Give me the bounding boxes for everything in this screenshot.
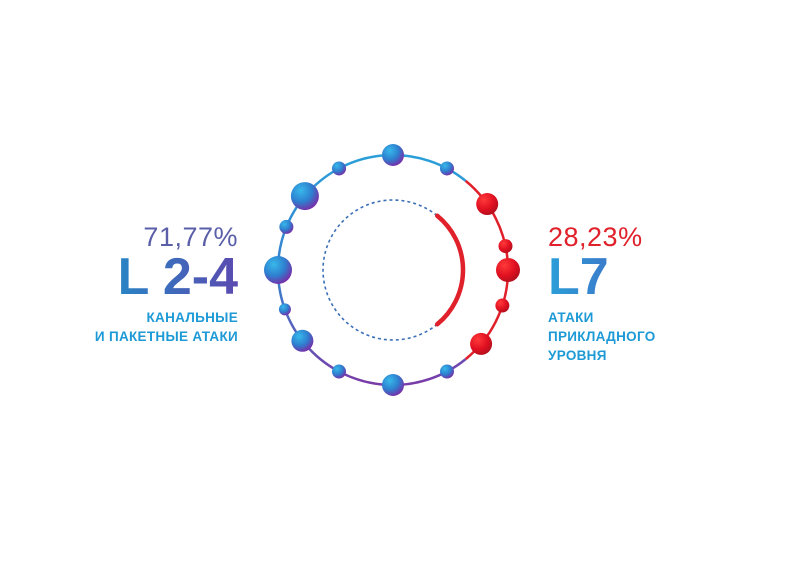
l24-node-8 — [382, 374, 404, 396]
l24-node-10 — [291, 329, 314, 352]
l7-node-3 — [498, 239, 513, 254]
l24-node-13 — [279, 219, 294, 234]
series-l24-description-line-1: КАНАЛЬНЫЕ — [146, 310, 238, 325]
l7-node-4 — [496, 258, 520, 282]
series-l7-description-line-3: УРОВНЯ — [548, 348, 607, 363]
series-l7-description-line-2: ПРИКЛАДНОГО — [548, 329, 656, 344]
l24-node-9 — [332, 364, 347, 379]
l24-node-0 — [382, 144, 404, 166]
l7-node-6 — [470, 332, 493, 355]
series-l7-description-line-1: АТАКИ — [548, 310, 594, 325]
series-l7-description: АТАКИ ПРИКЛАДНОГО УРОВНЯ — [548, 308, 656, 365]
l24-node-15 — [332, 161, 347, 176]
series-l7-name: L7 — [548, 251, 656, 303]
inner-ring-arc-l24 — [322, 199, 438, 341]
l24-node-12 — [264, 256, 292, 284]
series-l24-description-line-2: И ПАКЕТНЫЕ АТАКИ — [94, 329, 238, 344]
series-l24-description: КАНАЛЬНЫЕ И ПАКЕТНЫЕ АТАКИ — [95, 308, 238, 346]
inner-ring-arc-l7 — [434, 213, 466, 327]
l24-node-14 — [290, 182, 319, 211]
series-l24-block: 71,77% L 2-4 КАНАЛЬНЫЕ И ПАКЕТНЫЕ АТАКИ — [95, 222, 238, 346]
l7-node-2 — [476, 193, 499, 216]
l24-node-1 — [439, 161, 454, 176]
series-l24-percent: 71,77% — [143, 222, 238, 252]
l24-node-7 — [439, 364, 454, 379]
series-l24-name: L 2-4 — [95, 251, 238, 303]
l24-node-11 — [278, 303, 291, 316]
l7-node-5 — [495, 298, 510, 313]
series-l7-percent: 28,23% — [548, 222, 643, 252]
series-l7-block: 28,23% L7 АТАКИ ПРИКЛАДНОГО УРОВНЯ — [548, 222, 656, 365]
